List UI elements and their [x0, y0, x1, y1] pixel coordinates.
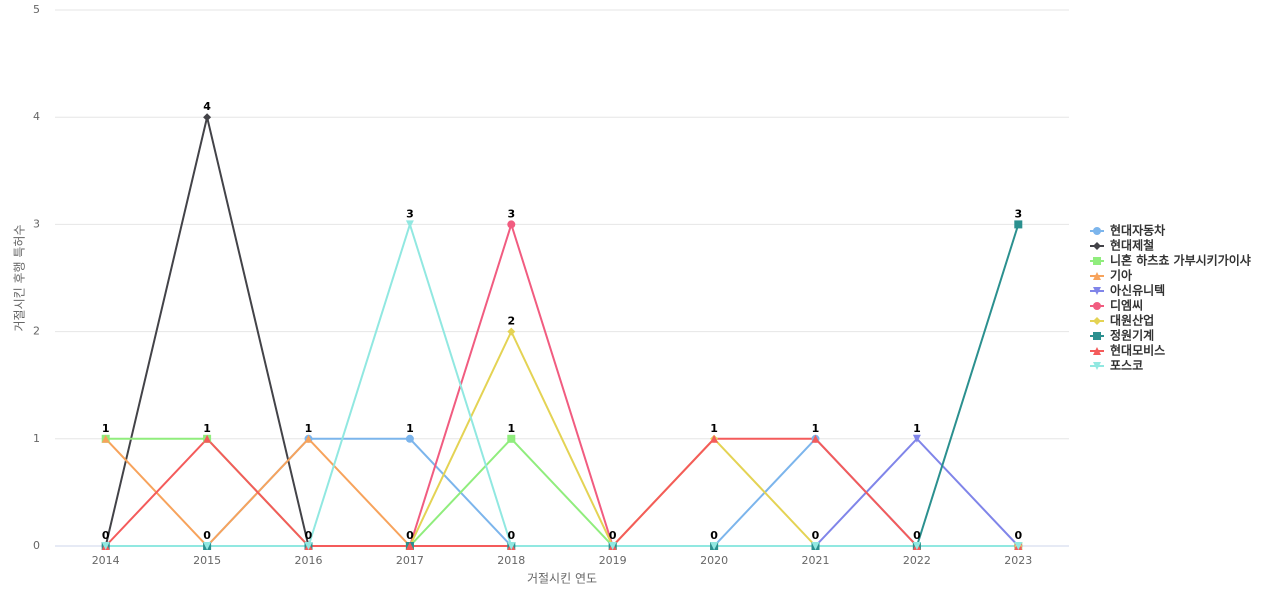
data-point: [912, 542, 921, 550]
x-tick-label: 2019: [599, 554, 627, 567]
data-label: 0: [406, 529, 414, 542]
data-point: [304, 434, 313, 443]
data-point: [101, 434, 110, 443]
legend-label: 포스코: [1110, 359, 1143, 373]
legend-marker: [1093, 302, 1101, 310]
x-tick-label: 2015: [193, 554, 221, 567]
x-tick-label: 2021: [802, 554, 830, 567]
legend-item[interactable]: 대원산업: [1090, 313, 1154, 328]
legend-label: 현대자동차: [1110, 223, 1165, 238]
data-label: 1: [406, 422, 414, 435]
legend-label: 현대제철: [1110, 238, 1154, 253]
data-label: 1: [305, 422, 313, 435]
data-label: 1: [812, 422, 820, 435]
y-tick-label: 0: [33, 539, 40, 552]
data-point: [405, 220, 414, 229]
legend-marker: [1093, 242, 1101, 250]
data-point: [811, 434, 820, 443]
data-label: 2: [507, 315, 515, 328]
x-tick-label: 2016: [295, 554, 323, 567]
series-line: [105, 221, 1019, 547]
legend-item[interactable]: 현대자동차: [1090, 223, 1165, 238]
legend-item[interactable]: 아신유니텍: [1090, 283, 1165, 298]
data-point: [710, 434, 719, 443]
data-label: 0: [507, 529, 515, 542]
legend-marker: [1093, 227, 1101, 235]
y-axis-title: 거절시킨 후행 특허수: [12, 225, 27, 332]
y-tick-label: 4: [33, 110, 40, 123]
data-point: [203, 434, 212, 443]
y-tick-label: 3: [33, 217, 40, 230]
legend-marker: [1093, 347, 1101, 355]
data-label: 1: [102, 422, 110, 435]
legend-item[interactable]: 기아: [1090, 268, 1132, 283]
legend-item[interactable]: 현대모비스: [1090, 343, 1165, 358]
legend-label: 니혼 하츠쵸 가부시키가이샤: [1110, 253, 1251, 268]
data-point: [304, 542, 313, 550]
data-label: 1: [710, 422, 718, 435]
data-label: 1: [913, 422, 921, 435]
data-label: 0: [913, 529, 921, 542]
x-tick-label: 2020: [700, 554, 728, 567]
x-tick-label: 2018: [497, 554, 525, 567]
x-tick-label: 2023: [1004, 554, 1032, 567]
legend-label: 아신유니텍: [1110, 283, 1165, 298]
data-point: [608, 542, 617, 550]
data-label: 0: [305, 529, 313, 542]
legend-marker: [1093, 257, 1101, 265]
data-label: 0: [609, 529, 617, 542]
legend-label: 현대모비스: [1110, 343, 1165, 358]
data-label: 0: [203, 529, 211, 542]
data-label: 0: [710, 529, 718, 542]
y-tick-label: 2: [33, 325, 40, 338]
legend-item[interactable]: 정원기계: [1090, 328, 1154, 343]
data-point: [912, 434, 921, 443]
legend-marker: [1093, 317, 1101, 325]
y-tick-label: 5: [33, 3, 40, 16]
legend-label: 대원산업: [1110, 313, 1154, 328]
legend-item[interactable]: 니혼 하츠쵸 가부시키가이샤: [1090, 253, 1251, 268]
legend-label: 정원기계: [1110, 328, 1154, 343]
legend-marker: [1093, 287, 1101, 295]
data-label: 0: [1014, 529, 1022, 542]
data-label: 3: [406, 207, 414, 220]
data-point: [203, 113, 212, 122]
data-point: [1014, 220, 1023, 229]
data-point: [405, 542, 414, 550]
x-tick-label: 2022: [903, 554, 931, 567]
legend-marker: [1093, 362, 1101, 370]
data-point: [507, 542, 516, 550]
legend-item[interactable]: 디엠씨: [1090, 298, 1143, 313]
data-label: 0: [812, 529, 820, 542]
data-point: [710, 542, 719, 550]
legend-item[interactable]: 현대제철: [1090, 238, 1154, 253]
data-point: [507, 434, 516, 443]
legend-marker: [1093, 332, 1101, 340]
data-point: [507, 327, 516, 336]
data-point: [101, 542, 110, 550]
data-label: 0: [102, 529, 110, 542]
data-label: 3: [1014, 207, 1022, 220]
x-tick-label: 2014: [92, 554, 120, 567]
x-axis-title: 거절시킨 연도: [527, 572, 597, 586]
data-point: [507, 220, 516, 229]
data-point: [203, 542, 212, 550]
legend-label: 디엠씨: [1110, 298, 1143, 313]
series-line: [105, 437, 1019, 547]
series-line: [105, 221, 1019, 547]
y-tick-label: 1: [33, 432, 40, 445]
data-point: [1014, 542, 1023, 550]
x-tick-label: 2017: [396, 554, 424, 567]
data-label: 4: [203, 100, 211, 113]
legend-item[interactable]: 포스코: [1090, 359, 1143, 373]
data-label: 1: [203, 422, 211, 435]
data-point: [811, 542, 820, 550]
legend-marker: [1093, 272, 1101, 280]
data-label: 3: [507, 207, 515, 220]
data-label: 1: [507, 422, 515, 435]
data-point: [405, 434, 414, 443]
legend-label: 기아: [1110, 268, 1132, 283]
